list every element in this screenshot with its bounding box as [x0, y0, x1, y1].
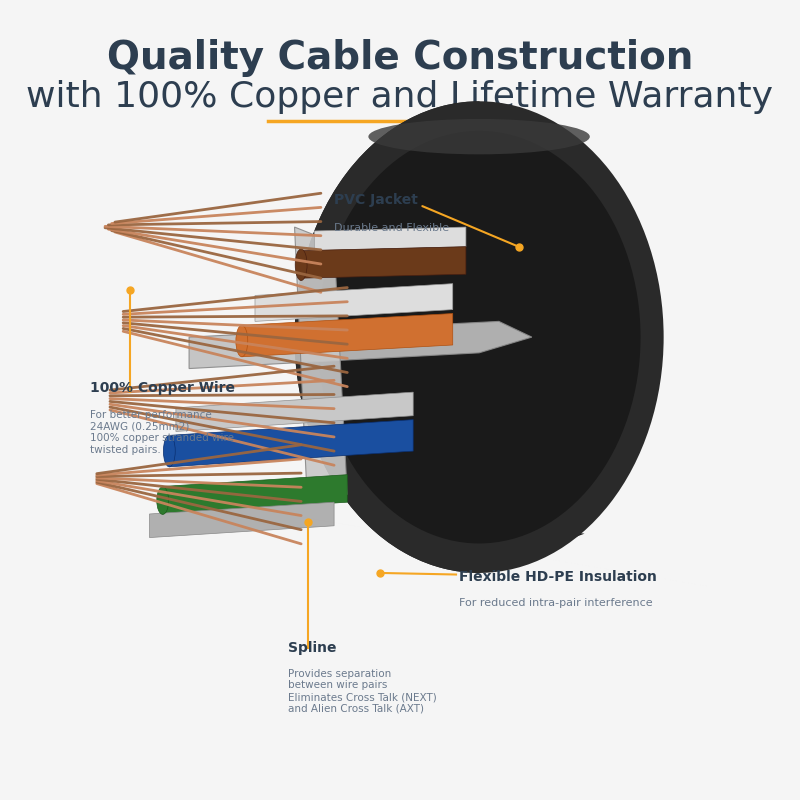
Text: PVC Jacket: PVC Jacket [334, 193, 418, 206]
Ellipse shape [236, 326, 248, 357]
Text: Provides separation
between wire pairs
Eliminates Cross Talk (NEXT)
and Alien Cr: Provides separation between wire pairs E… [288, 669, 437, 714]
Ellipse shape [368, 119, 590, 154]
Polygon shape [255, 284, 453, 322]
Ellipse shape [318, 130, 641, 543]
Polygon shape [162, 474, 347, 514]
Polygon shape [314, 227, 466, 250]
Text: For reduced intra-pair interference: For reduced intra-pair interference [459, 598, 653, 608]
Ellipse shape [163, 435, 175, 467]
Text: with 100% Copper and Lifetime Warranty: with 100% Copper and Lifetime Warranty [26, 80, 774, 114]
Ellipse shape [294, 102, 664, 573]
Polygon shape [301, 246, 466, 278]
Polygon shape [170, 420, 413, 467]
Polygon shape [150, 502, 334, 538]
Text: Spline: Spline [288, 641, 337, 654]
Polygon shape [189, 322, 532, 369]
Polygon shape [294, 227, 347, 510]
Text: 100% Copper Wire: 100% Copper Wire [90, 382, 235, 395]
Polygon shape [294, 102, 585, 573]
Ellipse shape [295, 249, 307, 281]
Ellipse shape [157, 487, 169, 514]
Polygon shape [242, 314, 453, 357]
Text: Quality Cable Construction: Quality Cable Construction [107, 39, 693, 77]
Polygon shape [176, 392, 413, 431]
Text: Durable and Flexible: Durable and Flexible [334, 223, 450, 233]
Text: Flexible HD-PE Insulation: Flexible HD-PE Insulation [459, 570, 657, 584]
Text: For better performance
24AWG (0.25mm2)
100% copper stranded wire
twisted pairs.: For better performance 24AWG (0.25mm2) 1… [90, 410, 234, 455]
